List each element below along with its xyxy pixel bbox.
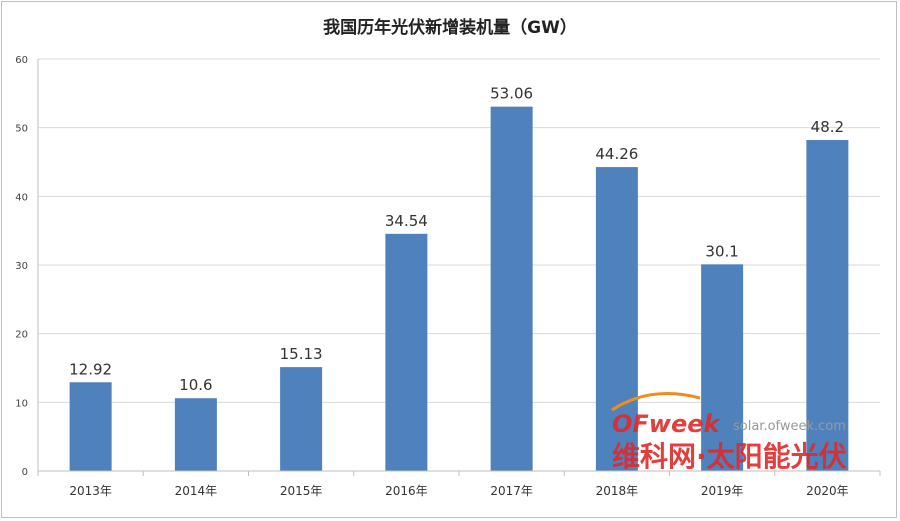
x-tick-label: 2018年 <box>596 484 639 498</box>
bar <box>280 367 323 471</box>
watermark-url: solar.ofweek.com <box>733 419 846 434</box>
bar <box>174 398 217 471</box>
data-label: 34.54 <box>385 212 428 230</box>
bar <box>595 167 638 471</box>
y-tick-label: 60 <box>15 55 28 66</box>
bar <box>69 382 112 471</box>
x-tick-label: 2014年 <box>175 484 218 498</box>
x-tick-label: 2016年 <box>385 484 428 498</box>
data-label: 15.13 <box>280 345 323 363</box>
bar <box>806 140 849 471</box>
data-label: 10.6 <box>179 376 212 394</box>
bar <box>385 233 428 471</box>
chart-title: 我国历年光伏新增装机量（GW） <box>323 17 577 38</box>
bar <box>701 264 744 471</box>
watermark-subtitle: 维科网·太阳能光伏 <box>612 440 847 473</box>
y-tick-label: 30 <box>15 261 28 272</box>
data-label: 48.2 <box>811 118 844 136</box>
data-label: 30.1 <box>705 242 738 260</box>
y-tick-label: 20 <box>15 330 28 341</box>
watermark-logo: OFweek <box>612 410 722 438</box>
y-tick-label: 0 <box>22 467 28 478</box>
x-tick-label: 2017年 <box>490 484 533 498</box>
x-tick-label: 2015年 <box>280 484 323 498</box>
y-tick-label: 10 <box>15 398 28 409</box>
data-label: 12.92 <box>69 360 112 378</box>
y-tick-label: 50 <box>15 124 28 135</box>
data-label: 53.06 <box>490 85 533 103</box>
watermark: OFweek solar.ofweek.com 维科网·太阳能光伏 <box>611 392 847 473</box>
x-tick-label: 2013年 <box>69 484 112 498</box>
bar <box>490 106 533 471</box>
data-label: 44.26 <box>595 145 638 163</box>
y-tick-label: 40 <box>15 192 28 203</box>
watermark-swoosh <box>611 392 701 412</box>
x-tick-label: 2020年 <box>806 484 849 498</box>
x-tick-label: 2019年 <box>701 484 744 498</box>
